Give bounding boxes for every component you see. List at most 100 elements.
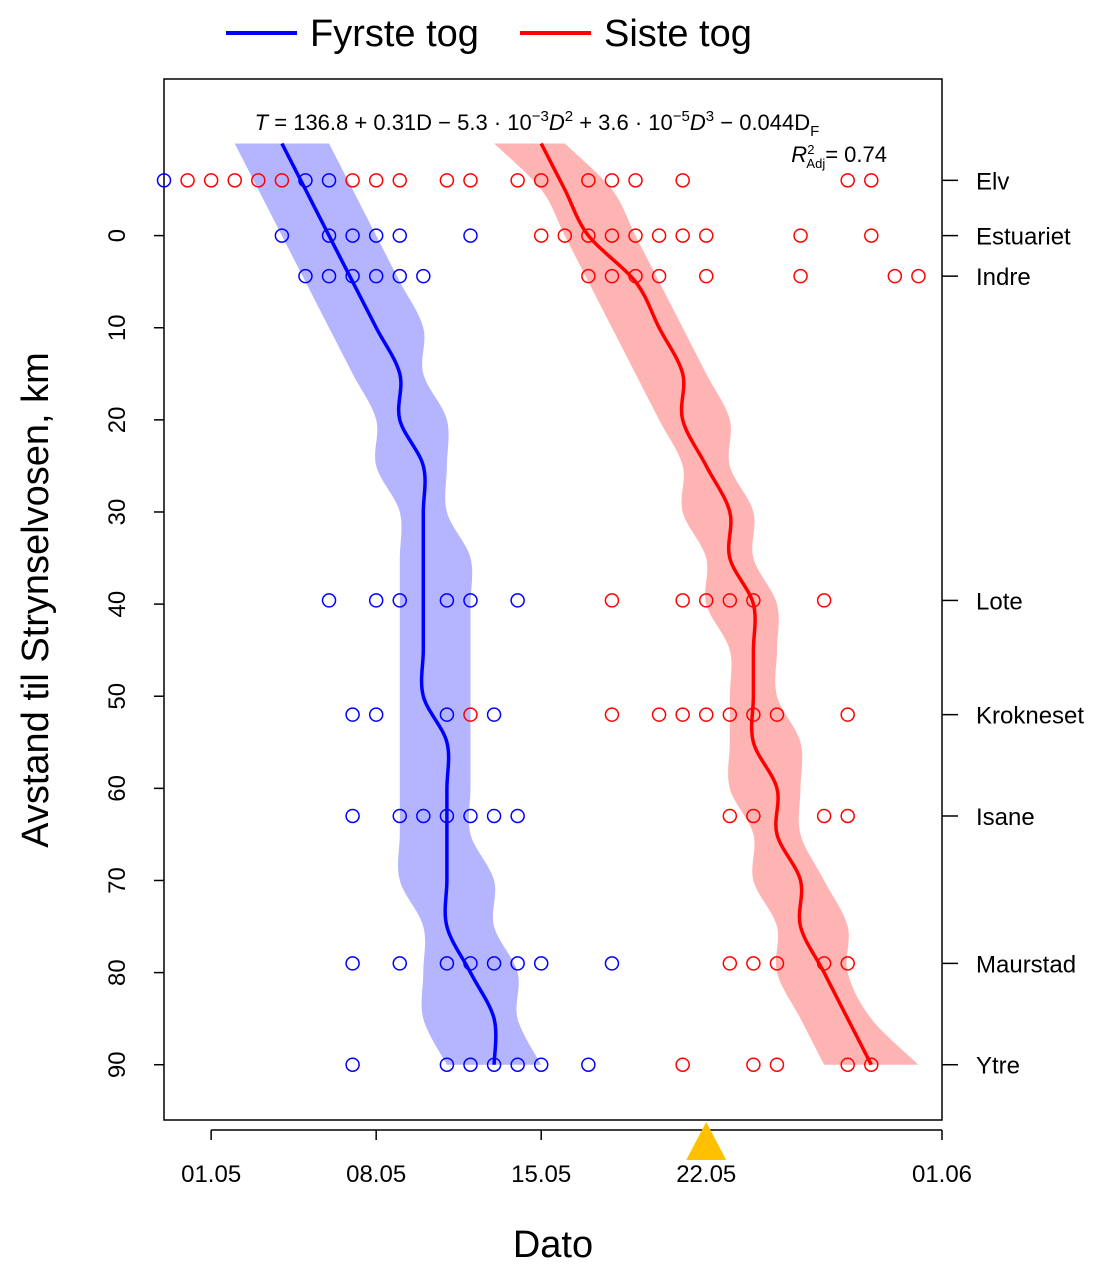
data-point-last (533, 173, 549, 188)
data-point-last (675, 593, 690, 608)
data-point-last (840, 956, 855, 971)
x-axis: 01.05 08.05 15.05 22.05 01.06 (181, 1129, 972, 1188)
data-point-last (203, 173, 219, 188)
data-point-first (533, 956, 549, 971)
data-point-last (628, 228, 643, 243)
data-point-last (698, 593, 714, 608)
data-point-last (698, 707, 714, 722)
site-label: Krokneset (976, 703, 1084, 730)
model-equation: T = 136.8 + 0.31D − 5.3 · 10−3D2 + 3.6 ·… (255, 108, 820, 140)
data-point-last (274, 173, 290, 188)
data-point-first (463, 956, 478, 971)
data-point-first (321, 268, 337, 284)
data-point-last (698, 228, 714, 243)
data-point-first (604, 956, 620, 971)
data-point-last (368, 173, 384, 188)
data-point-first (533, 1057, 549, 1072)
data-point-last (864, 1057, 879, 1072)
data-point-last (887, 268, 903, 284)
data-point-first (368, 228, 384, 243)
site-label: Estuariet (976, 224, 1071, 251)
y-tick-label: 70 (104, 867, 131, 894)
eq-cubic-pow: 3 (706, 108, 714, 125)
data-point-first (439, 1057, 455, 1072)
data-point-first (463, 808, 478, 824)
data-point-first (345, 808, 360, 824)
data-point-first (510, 593, 525, 608)
data-point-last (345, 173, 360, 188)
data-point-first (392, 956, 408, 971)
data-points (156, 173, 926, 1072)
eq-quad-pow: 2 (565, 108, 573, 125)
data-point-first (321, 228, 337, 243)
x-tick-label: 01.06 (912, 1161, 972, 1188)
data-point-first (416, 268, 431, 284)
eq-lhs: T (255, 110, 270, 135)
data-point-last (746, 808, 761, 824)
fit-curves (280, 142, 873, 1066)
data-point-first (321, 173, 337, 188)
data-point-first (274, 228, 290, 243)
data-point-last (227, 173, 242, 188)
data-point-last (628, 173, 643, 188)
data-point-first (439, 707, 455, 722)
data-point-last (722, 593, 738, 608)
y-tick-label: 20 (104, 407, 131, 434)
data-point-first (439, 808, 455, 824)
data-point-last (722, 956, 738, 971)
data-point-first (156, 173, 172, 188)
site-axis: Elv Estuariet Indre Lote Krokneset Isane Maurs… (942, 168, 1084, 1080)
eq-quad-coef: 5.3 · 10 (457, 110, 532, 135)
data-point-last (746, 1057, 761, 1072)
data-point-last (651, 268, 667, 284)
fit-curve-first (280, 142, 498, 1065)
site-label: Indre (976, 264, 1031, 291)
y-tick-label: 40 (104, 591, 131, 618)
data-point-last (840, 707, 855, 722)
x-tick-label: 01.05 (181, 1161, 241, 1188)
data-point-last (816, 808, 832, 824)
data-point-first (392, 228, 408, 243)
data-point-first (581, 1057, 596, 1072)
y-tick-label: 80 (104, 959, 131, 986)
y-tick-label: 50 (104, 683, 131, 710)
data-point-last (840, 808, 855, 824)
data-point-first (298, 173, 313, 188)
data-point-first (463, 228, 478, 243)
data-point-last (604, 593, 620, 608)
data-point-first (510, 956, 525, 971)
legend: Fyrste tog Siste tog (226, 13, 752, 55)
data-point-first (439, 956, 455, 971)
y-tick-label: 10 (104, 314, 131, 341)
data-point-last (746, 593, 761, 608)
data-point-last (769, 956, 785, 971)
eq-cubic-coef: 3.6 · 10 (598, 110, 673, 135)
data-point-first (463, 1057, 478, 1072)
r2-value: = 0.74 (825, 142, 887, 167)
data-point-first (368, 593, 384, 608)
data-point-first (345, 228, 360, 243)
r2-sup: 2 (807, 142, 814, 157)
date-marker-triangle (686, 1122, 727, 1160)
data-point-last (769, 1057, 785, 1072)
data-point-last (604, 268, 620, 284)
data-point-first (345, 707, 360, 722)
data-point-last (746, 707, 761, 722)
confidence-band-last (494, 143, 919, 1065)
site-label: Elv (976, 168, 1009, 195)
data-point-last (698, 268, 714, 284)
y-tick-label: 30 (104, 499, 131, 526)
data-point-last (722, 707, 738, 722)
data-point-last (864, 173, 879, 188)
site-label: Isane (976, 804, 1035, 831)
data-point-first (439, 593, 455, 608)
data-point-first (486, 707, 502, 722)
data-point-last (911, 268, 926, 284)
y-axis-title: Avstand til Strynselvosen, km (15, 352, 57, 848)
data-point-last (816, 593, 832, 608)
data-point-first (392, 268, 408, 284)
data-point-first (486, 808, 502, 824)
site-label: Ytre (976, 1053, 1020, 1080)
data-point-last (840, 173, 855, 188)
r2-symbol: R (791, 142, 807, 167)
